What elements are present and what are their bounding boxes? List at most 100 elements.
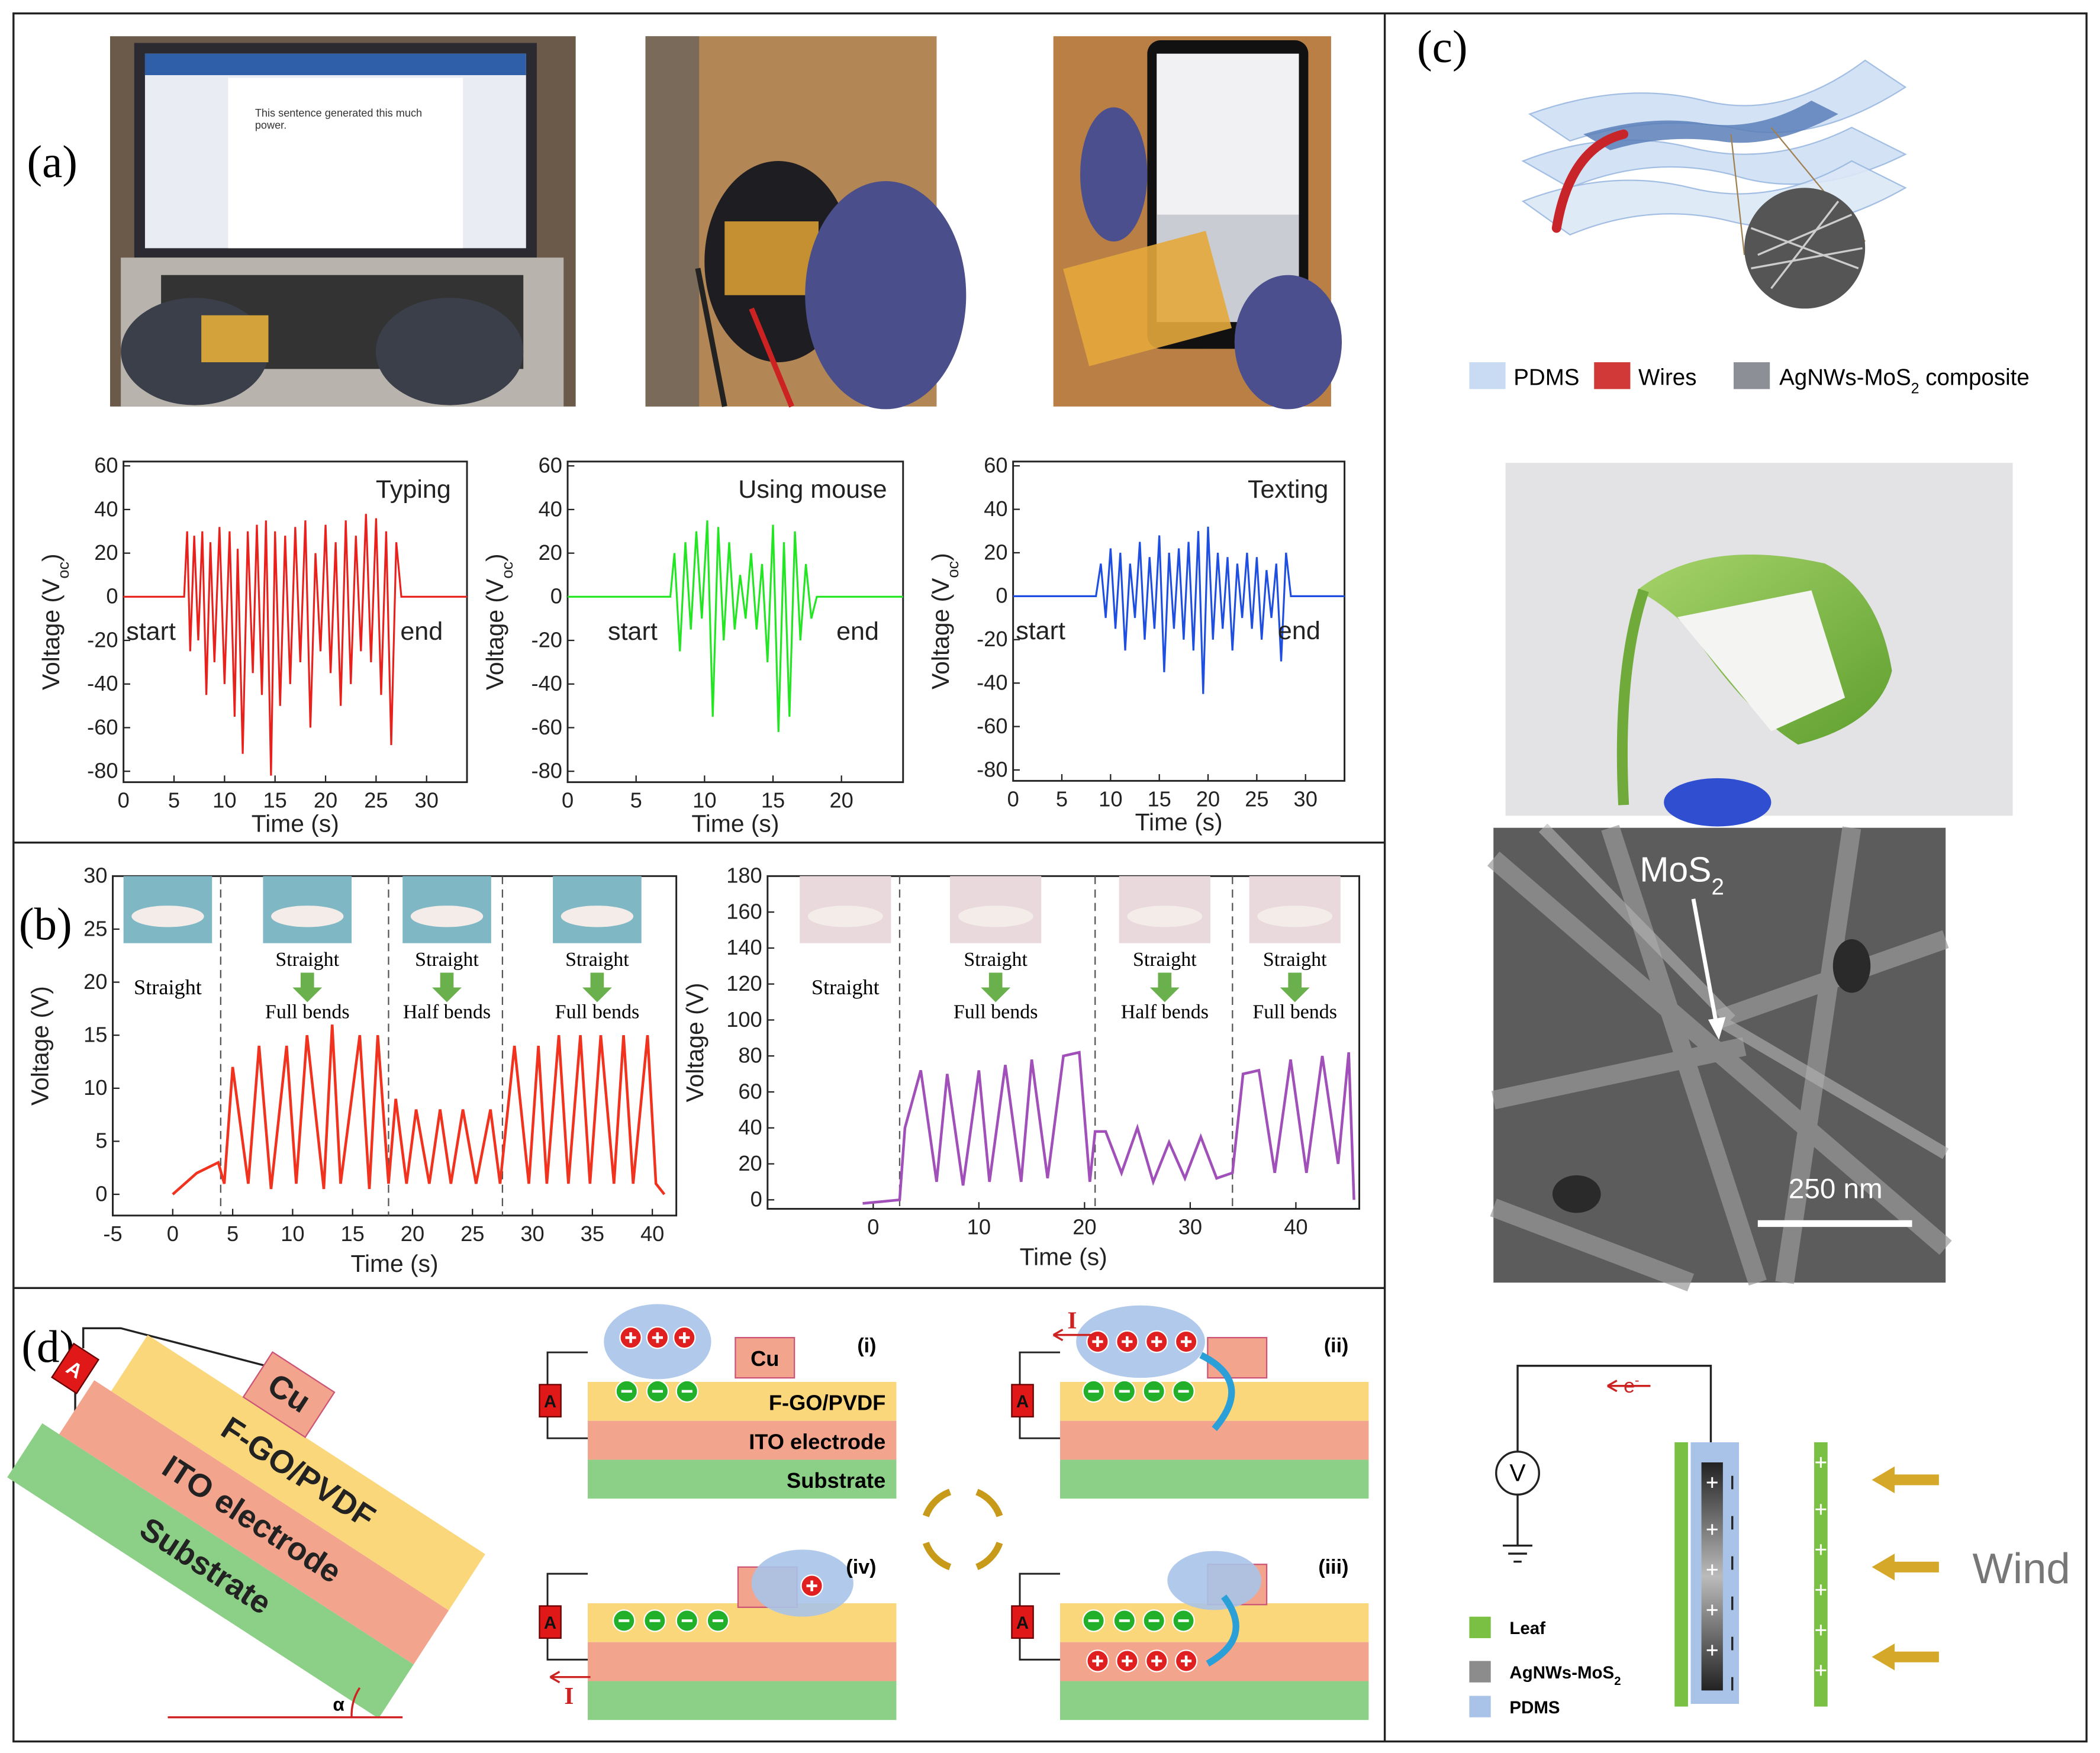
x-tick-label: 25 (460, 1222, 484, 1246)
x-tick-label: 20 (1196, 787, 1220, 811)
y-axis-label: Voltage (Voc) (481, 553, 516, 690)
current-label: I (1067, 1307, 1077, 1333)
plus-sign (652, 1332, 663, 1343)
x-tick-label: 0 (1007, 787, 1019, 811)
wire (546, 1351, 588, 1439)
stage-label: Straight (811, 975, 880, 999)
stage-label: Full bends (555, 1001, 640, 1023)
y-tick-label: 0 (106, 584, 118, 608)
x-tick-label: 30 (1294, 787, 1318, 811)
layer (588, 1420, 897, 1460)
stage-label: Straight (275, 949, 339, 971)
y-axis-label-part: oc (53, 562, 72, 579)
inset-arm (561, 905, 634, 927)
signal-line (862, 1050, 1355, 1205)
ammeter-label: A (544, 1392, 556, 1412)
cycle-arrows (922, 1488, 1003, 1571)
layer (588, 1603, 897, 1642)
y-tick-label: 60 (984, 453, 1007, 478)
x-tick-label: 15 (341, 1222, 365, 1246)
x-tick-label: 30 (415, 788, 439, 813)
x-tick-label: 10 (1099, 787, 1122, 811)
electron-label: e- (1624, 1372, 1639, 1397)
x-tick-label: 0 (867, 1215, 879, 1239)
cu-electrode (1207, 1337, 1268, 1379)
y-tick-label: 20 (94, 540, 118, 565)
x-tick-label: 0 (562, 788, 574, 813)
y-tick-label: 20 (984, 540, 1007, 564)
ammeter (539, 1384, 562, 1418)
current-label: I (564, 1683, 574, 1709)
inset-arm (131, 905, 204, 927)
signal-line (568, 520, 903, 732)
y-axis-label-part: Voltage (V) (681, 983, 708, 1103)
stage-label: Half bends (403, 1001, 491, 1023)
x-tick-label: 5 (168, 788, 180, 813)
plus-sign (1181, 1655, 1192, 1667)
x-tick-label: 20 (830, 788, 853, 813)
signal-line (1013, 526, 1345, 694)
x-axis-label: Time (s) (691, 810, 779, 837)
plus-sign (806, 1580, 817, 1591)
stage-arrow (432, 972, 462, 1003)
inset-arm (1127, 905, 1203, 927)
x-tick-label: 20 (401, 1222, 424, 1246)
plot-frame (112, 875, 678, 1217)
plus-sign (625, 1332, 636, 1343)
signal-line (123, 514, 468, 776)
y-axis-label-part: ) (927, 553, 954, 561)
y-axis-label-part: Voltage (V) (27, 986, 54, 1106)
y-tick-label: 0 (550, 584, 562, 608)
signal-line (172, 1024, 666, 1195)
stage-arrow (1149, 972, 1180, 1003)
legend-label: Wires (1638, 365, 1696, 391)
plus-sign (1122, 1336, 1133, 1348)
x-axis-label: Time (s) (351, 1250, 439, 1277)
y-tick-label: 120 (726, 971, 762, 995)
legend-label: PDMS (1513, 365, 1579, 391)
y-axis-label: Voltage (Voc) (927, 553, 961, 689)
cell-diagrams: A (i) Cu F-GO/PVDF ITO electrode Substrate A (i… (539, 1304, 1369, 1720)
y-axis-label-part: ) (481, 553, 508, 562)
stage-label: Straight (964, 949, 1028, 971)
wire (546, 1572, 588, 1661)
x-tick-label: 35 (581, 1222, 604, 1246)
step-label: (ii) (1324, 1335, 1349, 1357)
y-tick-label: -80 (532, 759, 562, 783)
x-tick-label: 30 (1178, 1215, 1202, 1239)
layer (1060, 1381, 1369, 1421)
ammeter (1011, 1384, 1034, 1418)
current-arrow (549, 1671, 591, 1684)
current-arrow (1052, 1329, 1094, 1342)
sem-image (1487, 823, 1952, 1292)
plus-sign (1151, 1655, 1162, 1667)
charge-flow-arrow (1199, 1352, 1235, 1431)
x-tick-label: 15 (1148, 787, 1171, 811)
y-axis-label-part: Voltage (V (481, 578, 508, 690)
layer-label: F-GO/PVDF (769, 1391, 885, 1415)
x-tick-label: 0 (167, 1222, 179, 1246)
photo-leaf (1505, 463, 2013, 827)
x-tick-label: 5 (227, 1222, 239, 1246)
droplet (1167, 1551, 1262, 1610)
x-tick-label: 10 (212, 788, 236, 813)
x-tick-label: 15 (761, 788, 785, 813)
x-tick-label: -5 (103, 1222, 122, 1246)
plot-frame (766, 875, 1361, 1210)
inset-arm (1257, 905, 1333, 927)
scale-bar-label: 250 nm (1789, 1173, 1883, 1204)
y-axis-label: Voltage (V) (27, 986, 54, 1106)
y-tick-label: 40 (539, 497, 562, 521)
plus-sign (679, 1332, 690, 1343)
x-axis-label: Time (s) (1020, 1243, 1107, 1271)
voltmeter-label: V (1509, 1459, 1526, 1487)
stage-label: Straight (134, 975, 202, 999)
x-tick-label: 20 (1072, 1215, 1096, 1239)
step-label: (iii) (1318, 1556, 1348, 1578)
step-label: (iv) (846, 1556, 876, 1578)
layer (588, 1681, 897, 1720)
annotation: start (608, 617, 658, 646)
y-tick-label: 30 (83, 863, 107, 888)
y-tick-label: -60 (977, 714, 1007, 738)
legend-label: PDMS (1509, 1698, 1560, 1717)
